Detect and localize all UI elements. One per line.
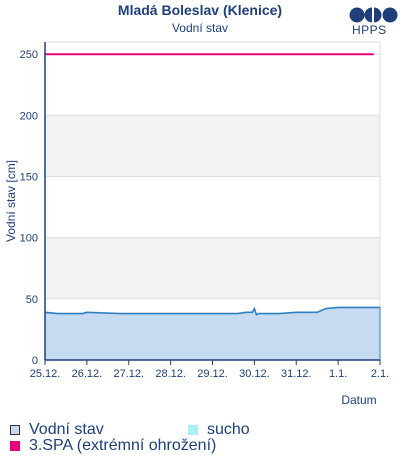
x-tick-label: 31.12. xyxy=(281,368,312,380)
x-tick-label: 30.12. xyxy=(239,368,270,380)
y-tick-label: 150 xyxy=(20,172,38,184)
plot-band xyxy=(45,237,380,299)
x-tick-label: 25.12. xyxy=(30,368,61,380)
chart-title: Mladá Boleslav (Klenice) xyxy=(117,2,283,18)
plot-band xyxy=(45,115,380,177)
logo-text: HPPS xyxy=(352,23,387,37)
y-tick-label: 250 xyxy=(20,49,38,61)
x-tick-label: 26.12. xyxy=(72,368,103,380)
plot-area xyxy=(45,42,380,360)
x-tick-label: 2.1. xyxy=(371,368,389,380)
hpps-logo xyxy=(349,7,398,23)
legend-swatch xyxy=(188,425,198,435)
x-tick-label: 1.1. xyxy=(329,368,347,380)
x-tick-label: 28.12. xyxy=(155,368,186,380)
x-tick-label: 27.12. xyxy=(113,368,144,380)
y-axis-title: Vodní stav [cm] xyxy=(4,160,18,242)
y-tick-label: 100 xyxy=(20,233,38,245)
y-tick-label: 0 xyxy=(32,355,38,367)
water-level-line xyxy=(44,306,380,316)
x-tick-label: 29.12. xyxy=(197,368,228,380)
x-axis-title: Datum xyxy=(341,393,376,407)
legend-item-vodni-stav: Vodní stav xyxy=(10,421,104,439)
legend-label: sucho xyxy=(207,421,250,438)
water-level-area xyxy=(45,307,380,360)
legend-swatch xyxy=(10,441,20,451)
legend-item-sucho: sucho xyxy=(188,421,250,439)
chart-subtitle: Vodní stav xyxy=(171,21,229,35)
legend-label: Vodní stav xyxy=(29,421,104,438)
y-tick-label: 200 xyxy=(20,110,38,122)
legend-label: 3.SPA (extrémní ohrožení) xyxy=(29,437,217,454)
legend-swatch xyxy=(10,425,20,435)
legend-item-3spa: 3.SPA (extrémní ohrožení) xyxy=(10,437,216,455)
y-tick-label: 50 xyxy=(26,294,38,306)
